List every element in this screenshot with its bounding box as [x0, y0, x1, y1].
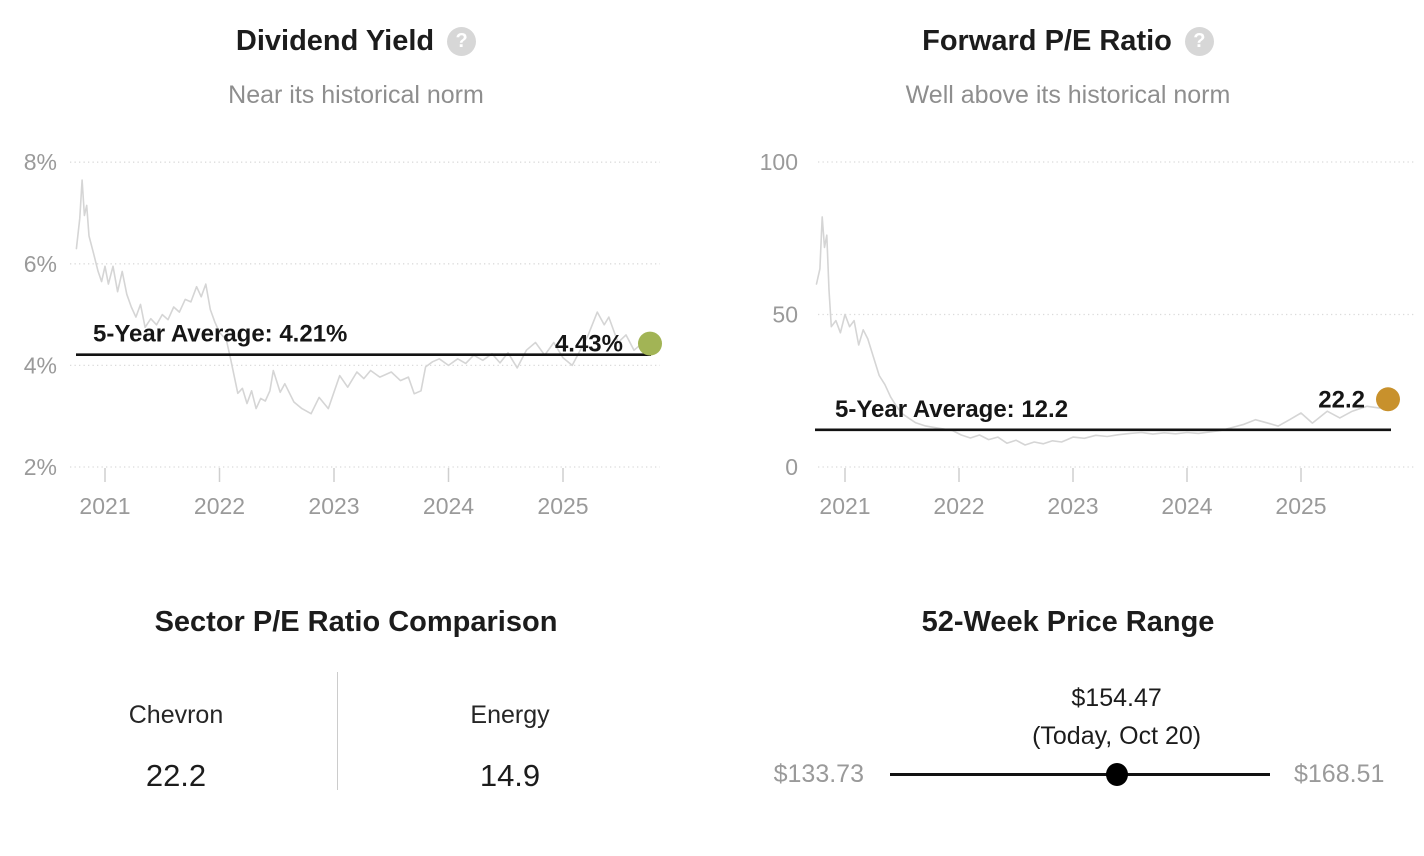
x-axis-label: 2025: [1275, 493, 1326, 519]
y-axis-label: 100: [760, 149, 798, 175]
current-price-note: (Today, Oct 20): [1032, 722, 1202, 750]
comparison-value: 14.9: [479, 758, 541, 793]
dividend-yield-chart: 8% 6% 4% 2% 2021 2022 2023 2024 2025 5-Year Avera…: [24, 149, 662, 519]
y-axis-label: 8%: [24, 149, 57, 175]
forward-pe-header: Forward P/E Ratio ?: [712, 24, 1424, 58]
panel-sector-comparison: Sector P/E Ratio Comparison Chevron 22.2…: [0, 570, 712, 856]
forward-pe-subtitle: Well above its historical norm: [905, 81, 1231, 109]
x-axis-label: 2021: [819, 493, 870, 519]
dividend-yield-subtitle: Near its historical norm: [228, 81, 484, 109]
x-axis-label: 2024: [423, 493, 474, 519]
history-line: [75, 179, 654, 415]
dividend-yield-title: Dividend Yield: [235, 25, 435, 57]
history-line: [815, 216, 1394, 446]
sector-comparison-title: Sector P/E Ratio Comparison: [154, 606, 558, 638]
panel-price-range: 52-Week Price Range $133.73 $154.47 (Tod…: [712, 570, 1424, 856]
current-price-label: $154.47 (Today, Oct 20): [967, 679, 1267, 755]
x-axis-label: 2023: [1047, 493, 1098, 519]
average-label: 5-Year Average: 4.21%: [93, 321, 347, 348]
vertical-divider: [337, 672, 338, 790]
current-price-dot: [1105, 763, 1128, 786]
forward-pe-title: Forward P/E Ratio: [922, 25, 1172, 57]
help-icon[interactable]: ?: [1184, 26, 1214, 56]
comparison-value: 22.2: [145, 758, 207, 793]
x-axis-label: 2021: [79, 493, 130, 519]
price-range-low: $133.73: [773, 760, 864, 788]
y-axis-label: 6%: [24, 251, 57, 277]
comparison-column-energy: Energy 14.9: [374, 701, 646, 793]
x-axis-label: 2023: [308, 493, 359, 519]
x-axis-label: 2025: [537, 493, 588, 519]
question-mark-glyph: ?: [1193, 29, 1206, 52]
average-label: 5-Year Average: 12.2: [835, 396, 1068, 423]
dividend-yield-header: Dividend Yield ?: [0, 24, 712, 58]
x-axis-label: 2022: [194, 493, 245, 519]
current-value-label: 4.43%: [555, 331, 623, 358]
current-value-label: 22.2: [1318, 386, 1365, 413]
forward-pe-chart: 100 50 0 2021 2022 2023 2024 2025 5-Year Average…: [760, 149, 1414, 519]
x-axis-label: 2024: [1161, 493, 1212, 519]
price-range-high: $168.51: [1294, 760, 1385, 788]
question-mark-glyph: ?: [455, 29, 468, 52]
price-range-track: $154.47 (Today, Oct 20): [890, 684, 1270, 786]
price-range-title: 52-Week Price Range: [921, 606, 1215, 638]
current-price: $154.47: [1071, 684, 1162, 712]
y-axis-label: 2%: [24, 454, 57, 480]
y-axis-label: 50: [772, 302, 798, 328]
y-axis-label: 0: [785, 454, 798, 480]
panel-dividend-yield: Dividend Yield ? Near its historical nor…: [0, 0, 712, 570]
current-value-dot: [1376, 387, 1400, 412]
x-axis-label: 2022: [933, 493, 984, 519]
help-icon[interactable]: ?: [447, 26, 477, 56]
panel-forward-pe: Forward P/E Ratio ? Well above its histo…: [712, 0, 1424, 570]
comparison-label: Energy: [470, 701, 550, 729]
comparison-label: Chevron: [128, 701, 224, 729]
comparison-column-chevron: Chevron 22.2: [40, 701, 312, 793]
y-axis-label: 4%: [24, 352, 57, 378]
current-value-dot: [638, 331, 662, 356]
